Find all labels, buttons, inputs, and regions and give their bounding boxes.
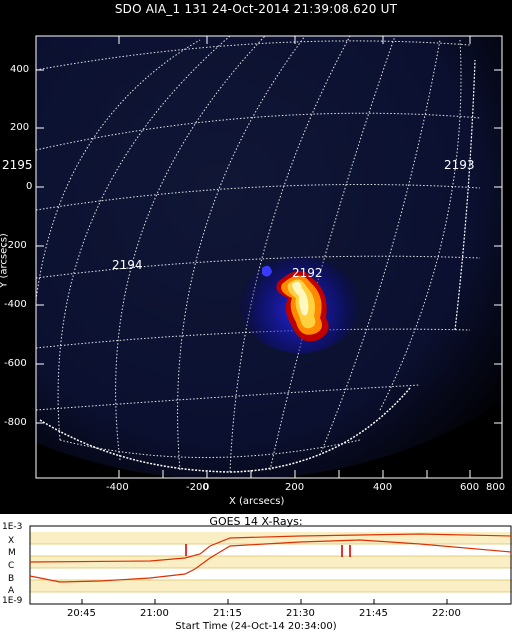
y-tick-label: -400: [4, 299, 27, 310]
x-tick-label: 400: [373, 482, 393, 493]
solar-disk: [36, 36, 502, 478]
goes-x-label: 21:45: [359, 608, 388, 619]
solar-image: [35, 35, 503, 479]
region-label: 2195: [2, 158, 33, 172]
goes-y-label: M: [8, 548, 16, 558]
y-tick-marks: [36, 69, 502, 424]
x-tick-label: -400: [106, 482, 129, 493]
goes-y-label: A: [8, 586, 15, 596]
goes-x-label: 21:00: [140, 608, 169, 619]
goes-plot: [29, 525, 512, 605]
goes-y-label: C: [8, 561, 15, 571]
goes-y-label: X: [8, 536, 15, 546]
goes-long-curve: [29, 533, 512, 563]
goes-frame: [29, 525, 512, 605]
goes-x-label: 22:00: [432, 608, 461, 619]
y-tick-label: -600: [4, 358, 27, 369]
goes-y-label: 1E-9: [2, 596, 23, 606]
goes-y-label: 1E-3: [2, 522, 23, 532]
goes-x-label: 20:45: [67, 608, 96, 619]
y-tick-label: -200: [4, 240, 27, 251]
x-axis-title: X (arcsecs): [229, 496, 285, 507]
goes-y-label: B: [8, 574, 15, 584]
x-tick-label: 200: [285, 482, 305, 493]
flux-bands: [30, 532, 512, 592]
region-label: 2193: [444, 158, 475, 172]
x-tick-label: 600: [460, 482, 480, 493]
y-tick-label: 200: [10, 122, 30, 133]
goes-start-time: Start Time (24-Oct-14 20:34:00): [175, 621, 337, 632]
y-tick-label: 0: [26, 181, 33, 192]
x-tick-label: 0: [203, 482, 210, 493]
goes-x-ticks: [81, 599, 448, 604]
goes-x-label: 21:15: [213, 608, 242, 619]
x-tick-marks: [118, 36, 471, 478]
longitude-grid: [36, 36, 462, 473]
x-tick-label: 800: [486, 482, 506, 493]
solar-limb: [39, 387, 411, 473]
y-tick-label: -800: [4, 417, 27, 428]
flare-markers: [185, 544, 351, 557]
solar-limb-right: [454, 59, 476, 331]
flare-region: [240, 257, 360, 353]
region-label: 2192: [292, 266, 323, 280]
goes-short-curve: [29, 539, 512, 583]
image-title: SDO AIA_1 131 24-Oct-2014 21:39:08.620 U…: [114, 2, 398, 16]
goes-x-label: 21:30: [286, 608, 315, 619]
region-label: 2194: [112, 258, 143, 272]
plot-frame: [35, 35, 503, 479]
goes-title: GOES 14 X-Rays:: [209, 515, 303, 528]
y-axis-title: Y (arcsecs): [0, 233, 10, 288]
x-tick-label: -200: [186, 482, 209, 493]
y-tick-label: 400: [10, 64, 30, 75]
